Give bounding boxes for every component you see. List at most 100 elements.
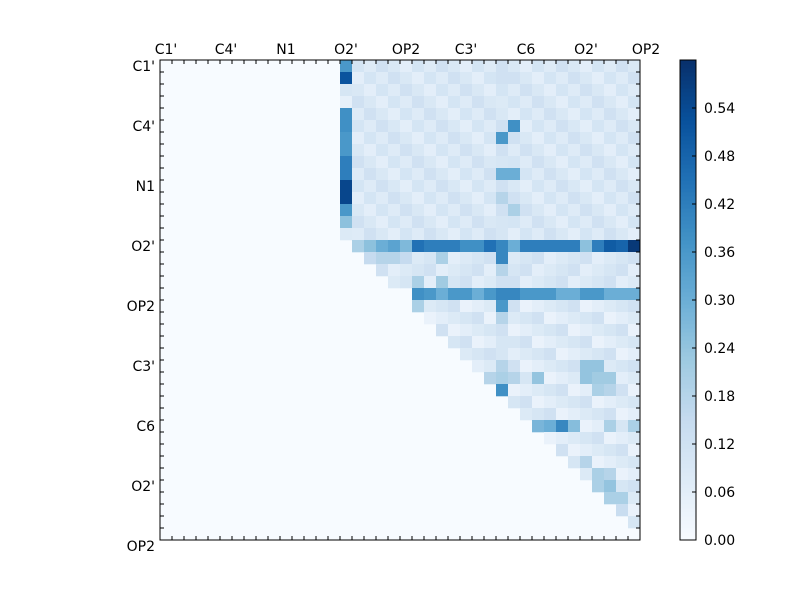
- heatmap-cell: [568, 336, 581, 349]
- heatmap-cell: [544, 168, 557, 181]
- colorbar-tick-label: 0.48: [704, 149, 735, 165]
- heatmap-cell: [604, 492, 617, 505]
- heatmap-cell: [472, 252, 485, 265]
- heatmap-cell: [472, 120, 485, 133]
- colorbar-segment: [680, 508, 696, 513]
- heatmap-cell: [472, 360, 485, 373]
- heatmap-cell: [352, 132, 365, 145]
- heatmap-cell: [544, 384, 557, 397]
- heatmap-cell: [424, 132, 437, 145]
- heatmap-cell: [604, 96, 617, 109]
- heatmap-cell: [616, 252, 629, 265]
- colorbar-segment: [680, 180, 696, 185]
- heatmap-cell: [580, 348, 593, 361]
- colorbar-segment: [680, 68, 696, 73]
- heatmap-cell: [412, 168, 425, 181]
- heatmap-cell: [520, 204, 533, 217]
- colorbar-segment: [680, 404, 696, 409]
- heatmap-cell: [568, 456, 581, 469]
- heatmap-cell: [448, 228, 461, 241]
- heatmap-cell: [592, 408, 605, 421]
- heatmap-cell: [532, 276, 545, 289]
- heatmap-cell: [484, 240, 497, 253]
- colorbar-tick-label: 0.42: [704, 197, 735, 213]
- heatmap-cell: [568, 72, 581, 85]
- heatmap-cell: [424, 84, 437, 97]
- heatmap-cell: [616, 72, 629, 85]
- heatmap-cell: [604, 348, 617, 361]
- heatmap-cell: [604, 204, 617, 217]
- heatmap-cell: [364, 120, 377, 133]
- heatmap-cell: [544, 108, 557, 121]
- heatmap-cell: [628, 216, 641, 229]
- heatmap-cell: [520, 216, 533, 229]
- heatmap-cell: [580, 456, 593, 469]
- heatmap-cell: [580, 384, 593, 397]
- heatmap-cell: [616, 96, 629, 109]
- heatmap-cell: [628, 288, 641, 301]
- heatmap-cell: [424, 264, 437, 277]
- colorbar-segment: [680, 108, 696, 113]
- heatmap-cell: [580, 96, 593, 109]
- heatmap-cell: [616, 468, 629, 481]
- heatmap-cell: [376, 120, 389, 133]
- heatmap-cell: [484, 360, 497, 373]
- colorbar-segment: [680, 156, 696, 161]
- colorbar-segment: [680, 192, 696, 197]
- heatmap-cell: [412, 180, 425, 193]
- colorbar-segment: [680, 372, 696, 377]
- heatmap-cell: [544, 420, 557, 433]
- heatmap-cell: [616, 300, 629, 313]
- heatmap-cell: [520, 372, 533, 385]
- heatmap-cell: [520, 264, 533, 277]
- heatmap-cell: [400, 216, 413, 229]
- heatmap-cell: [460, 228, 473, 241]
- heatmap-cell: [460, 252, 473, 265]
- heatmap-cell: [544, 288, 557, 301]
- heatmap-cell: [604, 180, 617, 193]
- heatmap-cell: [604, 120, 617, 133]
- colorbar-segment: [680, 284, 696, 289]
- heatmap-cell: [508, 396, 521, 409]
- heatmap-cell: [388, 192, 401, 205]
- colorbar-segment: [680, 468, 696, 473]
- heatmap-cell: [556, 288, 569, 301]
- heatmap-cell: [472, 264, 485, 277]
- heatmap-cell: [616, 120, 629, 133]
- heatmap-cell: [448, 336, 461, 349]
- heatmap-cell: [532, 264, 545, 277]
- heatmap-cell: [532, 420, 545, 433]
- heatmap-cell: [508, 120, 521, 133]
- heatmap-cell: [628, 156, 641, 169]
- heatmap-cell: [496, 360, 509, 373]
- colorbar-segment: [680, 492, 696, 497]
- heatmap-cell: [556, 240, 569, 253]
- heatmap-cell: [400, 240, 413, 253]
- colorbar-segment: [680, 80, 696, 85]
- heatmap-cell: [628, 516, 641, 529]
- heatmap-cell: [532, 108, 545, 121]
- heatmap-cell: [580, 240, 593, 253]
- heatmap-cell: [568, 240, 581, 253]
- heatmap-cell: [388, 96, 401, 109]
- colorbar-segment: [680, 304, 696, 309]
- heatmap-cell: [568, 408, 581, 421]
- heatmap-cell: [388, 276, 401, 289]
- heatmap-cell: [520, 336, 533, 349]
- heatmap-cell: [448, 252, 461, 265]
- heatmap-cell: [460, 156, 473, 169]
- heatmap-cell: [604, 216, 617, 229]
- heatmap-cell: [364, 204, 377, 217]
- heatmap-cell: [592, 480, 605, 493]
- heatmap-cell: [544, 204, 557, 217]
- colorbar-tick-label: 0.18: [704, 389, 735, 405]
- heatmap-cell: [448, 216, 461, 229]
- heatmap-cell: [460, 72, 473, 85]
- heatmap-cell: [580, 300, 593, 313]
- heatmap-cell: [556, 228, 569, 241]
- heatmap-cell: [628, 180, 641, 193]
- heatmap-cell: [556, 348, 569, 361]
- colorbar-segment: [680, 432, 696, 437]
- heatmap-cell: [436, 84, 449, 97]
- heatmap-cell: [544, 144, 557, 157]
